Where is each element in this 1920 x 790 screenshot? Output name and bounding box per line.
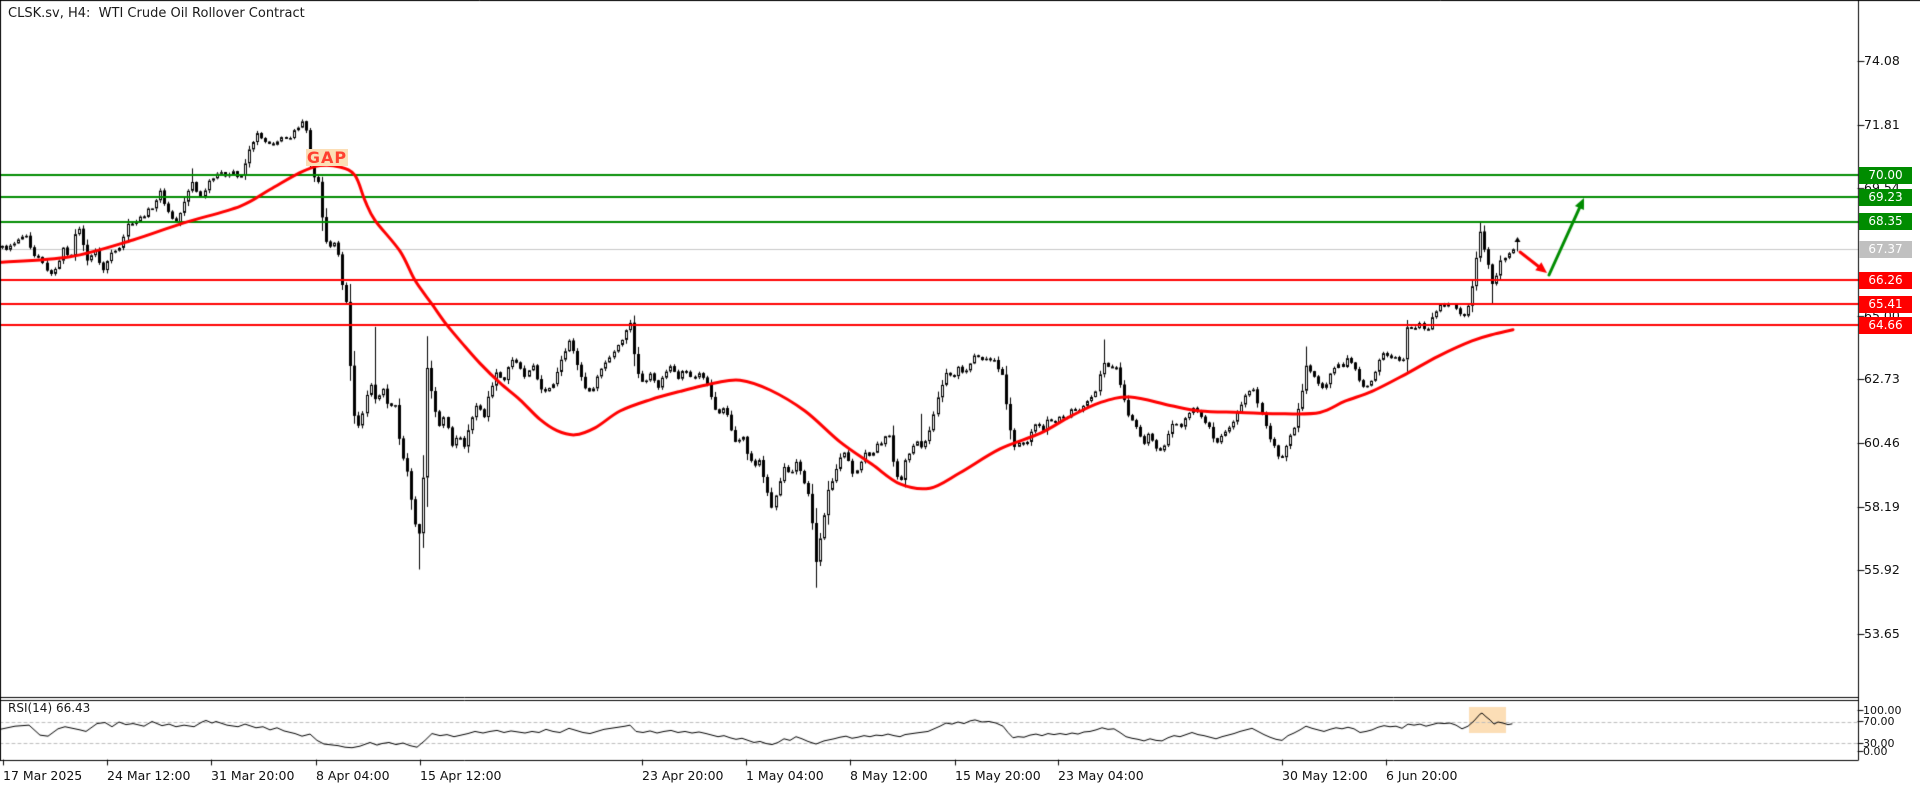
- rsi-scale-label: 30.00: [1863, 737, 1895, 750]
- price-tick-label: 71.81: [1864, 116, 1900, 132]
- time-tick-label: 8 Apr 04:00: [316, 768, 390, 783]
- price-tick-label: 62.73: [1864, 371, 1900, 387]
- gap-annotation-label[interactable]: GAP: [306, 148, 348, 167]
- time-tick-label: 23 May 04:00: [1058, 768, 1144, 783]
- price-tick-label: 74.08: [1864, 53, 1900, 68]
- rsi-scale-label: 100.00: [1863, 704, 1902, 717]
- price-tick-label: 58.19: [1864, 498, 1900, 514]
- time-tick-label: 30 May 12:00: [1282, 768, 1368, 783]
- time-tick-label: 23 Apr 20:00: [642, 768, 724, 783]
- price-level-badge: 67.37: [1859, 240, 1912, 258]
- time-tick-label: 17 Mar 2025: [3, 768, 83, 783]
- rsi-scale-label: 0.00: [1863, 745, 1888, 758]
- price-level-badge: 70.00: [1859, 166, 1912, 184]
- time-tick-label: 15 Apr 12:00: [420, 768, 502, 783]
- price-level-badge: 64.66: [1859, 316, 1912, 334]
- price-level-badge: 68.35: [1859, 213, 1912, 231]
- price-level-badge: 66.26: [1859, 271, 1912, 289]
- price-tick-label: 60.46: [1864, 435, 1900, 450]
- rsi-indicator-label: RSI(14) 66.43: [8, 701, 91, 715]
- time-tick-label: 15 May 20:00: [955, 768, 1041, 783]
- price-level-badge: 69.23: [1859, 188, 1912, 206]
- chart-title: CLSK.sv, H4: WTI Crude Oil Rollover Cont…: [8, 6, 305, 21]
- price-level-badge: 65.41: [1859, 295, 1912, 313]
- price-tick-label: 53.65: [1864, 626, 1900, 641]
- time-tick-label: 1 May 04:00: [746, 768, 824, 783]
- price-tick-label: 55.92: [1864, 562, 1900, 578]
- time-tick-label: 8 May 12:00: [850, 768, 928, 783]
- rsi-scale-label: 70.00: [1863, 715, 1895, 728]
- time-tick-label: 6 Jun 20:00: [1386, 768, 1458, 783]
- time-tick-label: 31 Mar 20:00: [211, 768, 295, 783]
- time-tick-label: 24 Mar 12:00: [107, 768, 191, 783]
